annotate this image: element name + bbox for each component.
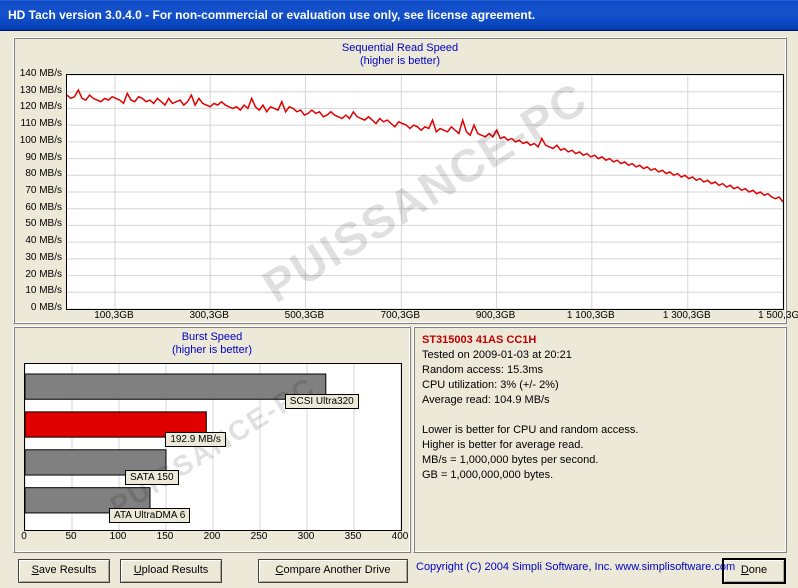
info-cpu: CPU utilization: 3% (+/- 2%) xyxy=(422,378,778,393)
client-area: Sequential Read Speed (higher is better)… xyxy=(0,31,798,588)
burst-bar-label: SATA 150 xyxy=(125,470,179,485)
info-avg: Average read: 104.9 MB/s xyxy=(422,393,778,408)
burst-x-tick: 150 xyxy=(153,531,177,542)
seq-y-tick: 140 MB/s xyxy=(20,68,62,79)
burst-x-tick: 50 xyxy=(59,531,83,542)
seq-x-tick: 1 100,3GB xyxy=(561,310,621,321)
info-note4: GB = 1,000,000,000 bytes. xyxy=(422,468,778,483)
seq-x-tick: 1 300,3GB xyxy=(657,310,717,321)
seq-chart-title: Sequential Read Speed (higher is better) xyxy=(14,42,786,68)
drive-model: ST315003 41AS CC1H xyxy=(422,333,778,348)
burst-x-tick: 300 xyxy=(294,531,318,542)
upload-button[interactable]: Upload Results xyxy=(120,559,222,583)
seq-y-tick: 120 MB/s xyxy=(20,101,62,112)
save-button[interactable]: Save Results xyxy=(18,559,110,583)
seq-chart-group: Sequential Read Speed (higher is better)… xyxy=(13,37,787,324)
seq-y-tick: 60 MB/s xyxy=(25,202,62,213)
seq-x-tick: 900,3GB xyxy=(466,310,526,321)
seq-y-tick: 90 MB/s xyxy=(25,152,62,163)
seq-x-tick: 300,3GB xyxy=(179,310,239,321)
info-note1: Lower is better for CPU and random acces… xyxy=(422,423,778,438)
burst-x-tick: 400 xyxy=(388,531,412,542)
burst-chart-title: Burst Speed (higher is better) xyxy=(14,331,410,357)
seq-x-tick: 100,3GB xyxy=(84,310,144,321)
info-random: Random access: 15.3ms xyxy=(422,363,778,378)
seq-x-tick: 500,3GB xyxy=(274,310,334,321)
burst-x-tick: 350 xyxy=(341,531,365,542)
burst-bar-label: SCSI Ultra320 xyxy=(285,394,359,409)
title-bar: HD Tach version 3.0.4.0 - For non-commer… xyxy=(0,0,798,31)
done-label: one xyxy=(749,564,767,576)
compare-label: ompare Another Drive xyxy=(283,564,390,576)
save-label: ave Results xyxy=(39,564,96,576)
info-group: ST315003 41AS CC1H Tested on 2009-01-03 … xyxy=(413,326,787,553)
window-title: HD Tach version 3.0.4.0 - For non-commer… xyxy=(8,8,535,22)
burst-bar-label: 192.9 MB/s xyxy=(165,432,226,447)
upload-label: pload Results xyxy=(142,564,209,576)
seq-y-tick: 50 MB/s xyxy=(25,218,62,229)
seq-y-tick: 20 MB/s xyxy=(25,269,62,280)
seq-y-tick: 70 MB/s xyxy=(25,185,62,196)
seq-y-tick: 110 MB/s xyxy=(21,118,63,129)
burst-x-tick: 200 xyxy=(200,531,224,542)
seq-x-tick: 1 500,3GE xyxy=(752,310,798,321)
seq-y-tick: 130 MB/s xyxy=(20,85,62,96)
seq-y-tick: 100 MB/s xyxy=(20,135,62,146)
seq-y-tick: 80 MB/s xyxy=(25,168,62,179)
seq-chart-svg xyxy=(67,75,783,309)
seq-y-tick: 40 MB/s xyxy=(25,235,62,246)
burst-chart-group: Burst Speed (higher is better) PUISSANCE… xyxy=(13,326,411,553)
seq-y-tick: 0 MB/s xyxy=(31,302,62,313)
burst-bar-label: ATA UltraDMA 6 xyxy=(109,508,190,523)
burst-x-tick: 100 xyxy=(106,531,130,542)
seq-chart-plot: PUISSANCE-PC xyxy=(66,74,784,310)
copyright: Copyright (C) 2004 Simpli Software, Inc.… xyxy=(416,561,735,573)
seq-y-tick: 30 MB/s xyxy=(25,252,62,263)
info-text: ST315003 41AS CC1H Tested on 2009-01-03 … xyxy=(422,333,778,483)
burst-x-tick: 250 xyxy=(247,531,271,542)
seq-x-tick: 700,3GB xyxy=(370,310,430,321)
seq-y-tick: 10 MB/s xyxy=(25,285,62,296)
info-tested: Tested on 2009-01-03 at 20:21 xyxy=(422,348,778,363)
compare-button[interactable]: Compare Another Drive xyxy=(258,559,408,583)
info-note2: Higher is better for average read. xyxy=(422,438,778,453)
burst-x-tick: 0 xyxy=(12,531,36,542)
info-note3: MB/s = 1,000,000 bytes per second. xyxy=(422,453,778,468)
